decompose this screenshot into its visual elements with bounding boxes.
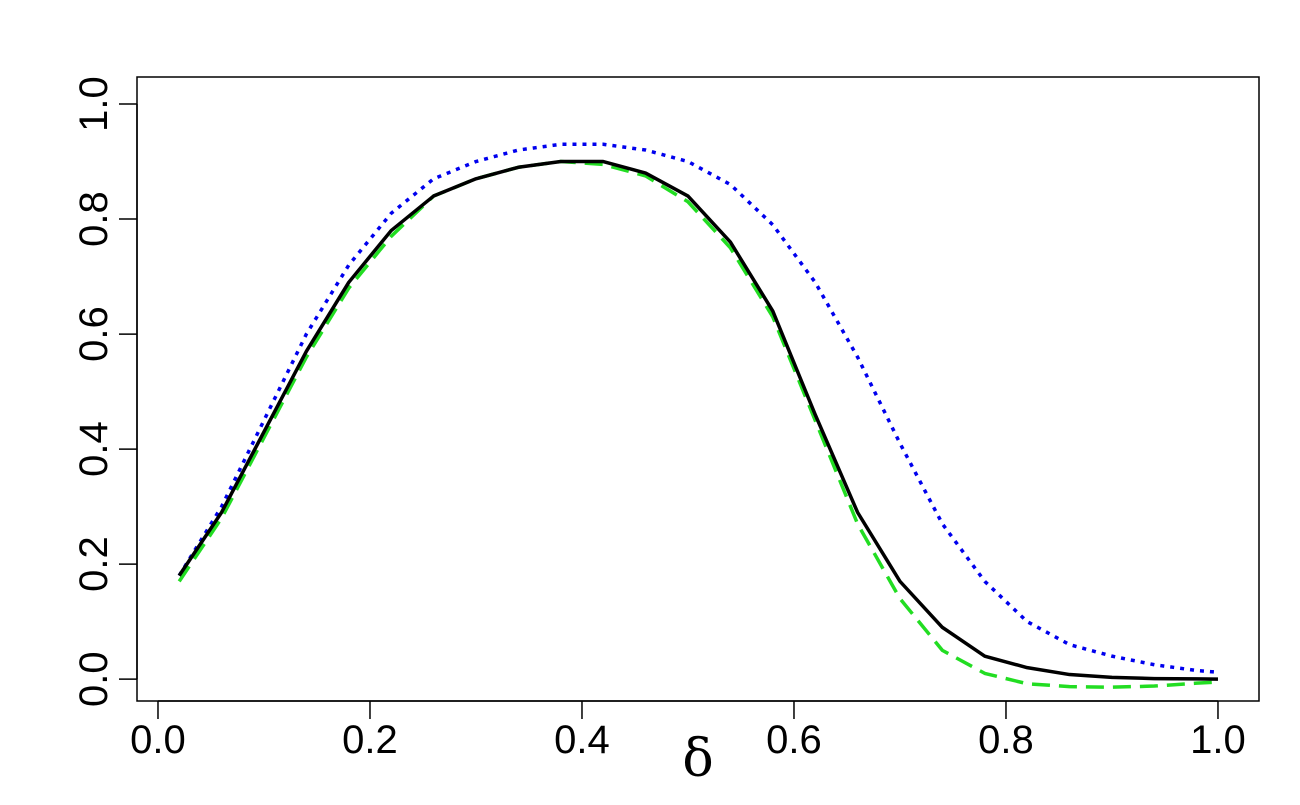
x-tick-label: 0.6 — [766, 718, 822, 762]
y-tick-label: 0.0 — [72, 651, 116, 707]
x-tick-label: 0.2 — [342, 718, 398, 762]
y-tick-label: 1.0 — [72, 76, 116, 132]
series-line — [177, 142, 1219, 674]
plot-frame — [136, 76, 1260, 702]
x-tick-label: 0.4 — [554, 718, 610, 762]
y-tick-label: 0.8 — [72, 191, 116, 247]
series-line — [177, 159, 1219, 681]
y-tick-label: 0.2 — [72, 536, 116, 592]
y-tick-label: 0.6 — [72, 306, 116, 362]
x-axis-label: δ — [682, 729, 713, 789]
series-line — [177, 159, 1219, 689]
x-tick-label: 0.8 — [978, 718, 1034, 762]
y-tick-label: 0.4 — [72, 421, 116, 477]
x-tick-label: 0.0 — [130, 718, 186, 762]
x-tick-label: 1.0 — [1190, 718, 1246, 762]
